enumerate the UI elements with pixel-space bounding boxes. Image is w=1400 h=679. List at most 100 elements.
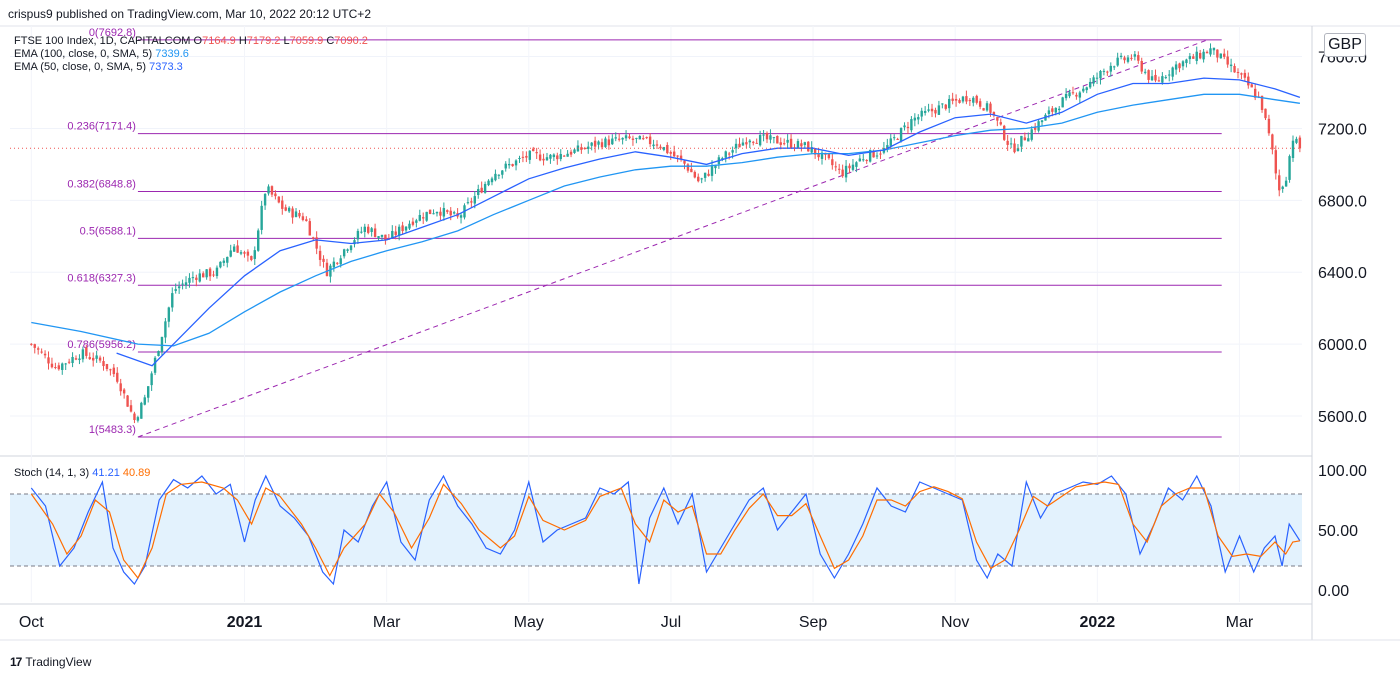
candle-body: [315, 237, 318, 249]
candle-body: [1271, 134, 1274, 150]
candle-body: [762, 134, 765, 136]
candle-body: [43, 353, 47, 356]
candle-body: [683, 160, 686, 164]
candle-body: [896, 138, 899, 140]
candle-body: [267, 186, 270, 194]
candle-body: [222, 260, 226, 263]
ohlc-high: 7179.2: [246, 35, 281, 47]
candle-body: [1078, 92, 1082, 98]
candle-body: [752, 141, 755, 143]
stoch-k-line: [30, 474, 1301, 586]
candle-body: [61, 363, 64, 370]
candle-body: [1137, 55, 1140, 61]
fib-level-label: 1(5483.3): [89, 424, 136, 436]
candle-body: [707, 173, 710, 176]
candle-body: [989, 103, 992, 113]
candle-body: [714, 165, 717, 169]
candle-body: [552, 154, 556, 158]
candle-body: [1288, 156, 1291, 180]
price-legend: FTSE 100 Index, 1D, CAPITALCOM O7164.9 H…: [14, 35, 368, 74]
candle-body: [865, 160, 868, 162]
candle-body: [1116, 57, 1119, 66]
candle-body: [769, 135, 772, 140]
candle-body: [1188, 56, 1192, 60]
candle-body: [930, 108, 934, 112]
candle-body: [81, 349, 85, 360]
candle-body: [377, 236, 380, 238]
candle-body: [614, 137, 617, 139]
candle-body: [263, 193, 267, 206]
candle-body: [700, 178, 703, 180]
currency-badge[interactable]: GBP: [1324, 33, 1366, 57]
candle-body: [459, 215, 463, 218]
candle-body: [229, 250, 232, 257]
candle-body: [813, 148, 817, 155]
candle-body: [1181, 61, 1185, 67]
candle-body: [1274, 150, 1278, 174]
candle-body: [1264, 108, 1267, 119]
candle-body: [322, 258, 325, 262]
fib-level-label: 0.618(6327.3): [67, 272, 136, 284]
candle-body: [408, 223, 411, 229]
candle-body: [205, 269, 208, 278]
candle-body: [772, 137, 776, 139]
price-tick-label: 5600.0: [1318, 409, 1367, 426]
candle-body: [999, 122, 1002, 125]
candle-body: [184, 282, 188, 286]
candle-body: [920, 110, 923, 117]
candle-body: [36, 348, 40, 350]
candle-body: [1202, 51, 1205, 60]
candle-body: [236, 245, 239, 253]
candle-body: [648, 136, 652, 145]
candle-body: [686, 164, 690, 171]
candle-body: [607, 139, 611, 146]
candle-body: [1284, 180, 1288, 187]
candle-body: [497, 174, 501, 176]
ohlc-key-h: H: [238, 35, 247, 47]
candle-body: [542, 158, 545, 161]
candle-body: [886, 145, 889, 150]
candle-body: [745, 142, 748, 145]
candle-body: [868, 150, 872, 162]
candle-body: [889, 138, 892, 146]
candle-body: [958, 99, 961, 103]
candle-body: [1064, 93, 1068, 99]
candle-body: [64, 363, 67, 365]
candle-body: [1247, 76, 1250, 86]
candle-body: [477, 189, 480, 195]
candle-body: [246, 251, 250, 256]
stoch-k-value: 41.21: [92, 467, 120, 479]
candle-body: [789, 138, 793, 148]
candle-body: [992, 112, 996, 116]
fib-level-label: 0.382(6848.8): [67, 179, 136, 191]
candle-body: [834, 166, 837, 168]
candle-body: [332, 261, 336, 268]
stoch-tick-label: 50.00: [1318, 523, 1358, 540]
candle-body: [1095, 77, 1099, 79]
candle-body: [569, 151, 573, 155]
candle-body: [452, 212, 456, 214]
candle-body: [143, 397, 146, 405]
candle-body: [600, 142, 604, 148]
candle-body: [257, 230, 260, 251]
published-by-text: crispus9 published on TradingView.com, M…: [8, 7, 371, 21]
candle-body: [167, 307, 171, 322]
candle-body: [1113, 66, 1116, 68]
candle-body: [105, 363, 109, 370]
time-tick-label: Mar: [1226, 614, 1254, 631]
candle-body: [817, 153, 820, 158]
candle-body: [858, 158, 862, 162]
candle-body: [635, 137, 638, 139]
candle-body: [71, 356, 74, 364]
candle-body: [342, 249, 346, 257]
candle-body: [191, 277, 195, 279]
candle-body: [394, 231, 397, 235]
candle-body: [1040, 120, 1044, 123]
candle-body: [356, 230, 360, 240]
candle-body: [913, 117, 917, 121]
candle-body: [628, 136, 631, 139]
candle-body: [838, 168, 841, 170]
candle-body: [126, 395, 129, 407]
candle-body: [549, 154, 552, 159]
